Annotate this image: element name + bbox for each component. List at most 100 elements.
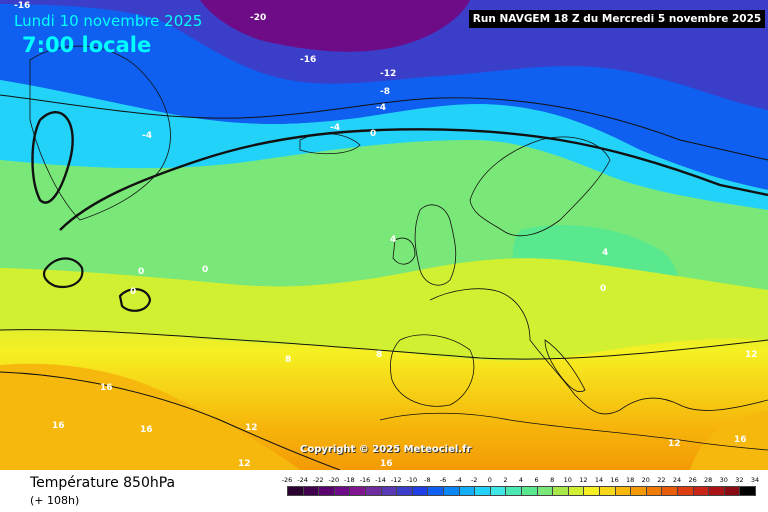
contour-label: 0 [202, 265, 208, 275]
legend-swatch [443, 486, 460, 496]
contour-label: 8 [376, 350, 382, 360]
band-orange-east [690, 410, 768, 470]
contour-label: 12 [745, 350, 758, 360]
legend-tick: 28 [704, 476, 713, 484]
legend-tick: 26 [688, 476, 697, 484]
isotherm-minus4 [0, 94, 768, 161]
legend-swatch [630, 486, 647, 496]
contour-label: 12 [245, 423, 258, 433]
legend-tick: -26 [281, 476, 293, 484]
legend-tick: 18 [626, 476, 635, 484]
isotherm-12 [0, 371, 341, 470]
isotherm-8 [0, 329, 768, 360]
contour-label: 4 [390, 235, 396, 245]
isotherm-zero-west [31, 111, 74, 204]
contour-label: -20 [250, 13, 266, 23]
legend-tick: 10 [563, 476, 572, 484]
legend-swatch [599, 486, 616, 496]
forecast-time: 7:00 locale [22, 33, 152, 57]
legend-swatch [521, 486, 538, 496]
contour-label: 16 [734, 435, 747, 445]
ireland-outline [392, 237, 416, 265]
contour-label: 16 [52, 421, 65, 431]
legend-tick: 16 [610, 476, 619, 484]
contour-label: 0 [130, 287, 136, 297]
copyright-text: Copyright © 2025 Meteociel.fr [300, 444, 472, 455]
contour-label: -4 [376, 103, 386, 113]
legend-swatch [583, 486, 600, 496]
legend-tick: -2 [470, 476, 478, 484]
legend-swatch [489, 486, 507, 496]
contour-label: 12 [668, 439, 681, 449]
legend-swatch [333, 486, 351, 496]
legend-tick: 32 [735, 476, 744, 484]
footer: Température 850hPa (+ 108h) -26 -2 4 -22 -20… [0, 470, 768, 512]
isotherm-zero-loop2 [118, 288, 152, 312]
forecast-lead-time: (+ 108h) [30, 494, 80, 507]
legend-swatch [552, 486, 569, 496]
scandinavia-outline [469, 136, 611, 237]
italy-outline [544, 339, 586, 393]
legend-tick: 2 [503, 476, 508, 484]
europe-coast-outline [429, 288, 768, 415]
legend-swatch [396, 486, 413, 496]
legend-swatch [411, 486, 429, 496]
legend-swatch [318, 486, 335, 496]
legend-swatch [287, 486, 304, 496]
temperature-map: -16 -20 -16 -12 -8 -4 -4 -4 0 0 0 0 4 4 0 8 8 12 16 16 16 12 1… [0, 0, 768, 470]
britain-outline [414, 204, 457, 286]
legend-tick: -14 [375, 476, 386, 484]
legend-swatch [614, 486, 632, 496]
legend-swatch [692, 486, 710, 496]
contour-label: -4 [330, 123, 340, 133]
contour-label: 12 [238, 459, 251, 469]
contour-label: 16 [100, 383, 113, 393]
forecast-date: Lundi 10 novembre 2025 [14, 12, 203, 30]
legend-tick: -12 [390, 476, 402, 484]
contour-label: 0 [600, 284, 606, 294]
legend-tick: 34 [750, 476, 760, 484]
band-lime [0, 258, 768, 361]
band-extreme-cold [200, 0, 470, 52]
contour-label: 16 [380, 459, 393, 469]
legend-swatch [302, 486, 320, 496]
contour-label: -16 [14, 1, 30, 11]
contour-label: -16 [300, 55, 316, 65]
legend-tick: -20 [328, 476, 340, 484]
legend-swatch [536, 486, 554, 496]
legend-swatch [739, 486, 756, 496]
legend-tick: 14 [594, 476, 604, 484]
legend-swatch [380, 486, 398, 496]
contour-label: 4 [602, 248, 608, 258]
legend-swatch [645, 486, 663, 496]
legend-swatch [505, 486, 522, 496]
legend-swatch [567, 486, 585, 496]
model-run-label: Run NAVGEM 18 Z du Mercredi 5 novembre 2… [469, 10, 765, 28]
contour-label: -4 [142, 131, 152, 141]
contour-label: 0 [138, 267, 144, 277]
legend-tick: 8 [550, 476, 555, 484]
africa-coast-outline [379, 412, 768, 451]
legend-tick: -4 [455, 476, 462, 484]
legend-swatch [474, 486, 491, 496]
legend-tick: 20 [641, 476, 650, 484]
iberia-outline [390, 334, 475, 407]
legend-tick: 24 [672, 476, 682, 484]
contour-label: 0 [370, 129, 376, 139]
legend-tick: -22 [312, 476, 324, 484]
legend-swatch [365, 486, 382, 496]
band-orange [0, 363, 300, 470]
isotherm-zero-main [59, 128, 768, 231]
map-parameter-title: Température 850hPa [30, 475, 176, 491]
legend-swatch [458, 486, 476, 496]
legend-tick: -18 [344, 476, 355, 484]
color-legend: -26 -24 -22 -20 -18 -16 -14 -12 -10 -8 -6 -4 -2 0 2 4 6 8… [280, 476, 759, 508]
band-cyan [0, 80, 768, 210]
contour-label: -12 [380, 69, 396, 79]
legend-swatch [661, 486, 678, 496]
legend-tick: -16 [359, 476, 371, 484]
legend-tick: 4 [518, 476, 524, 484]
legend-swatch [349, 486, 366, 496]
